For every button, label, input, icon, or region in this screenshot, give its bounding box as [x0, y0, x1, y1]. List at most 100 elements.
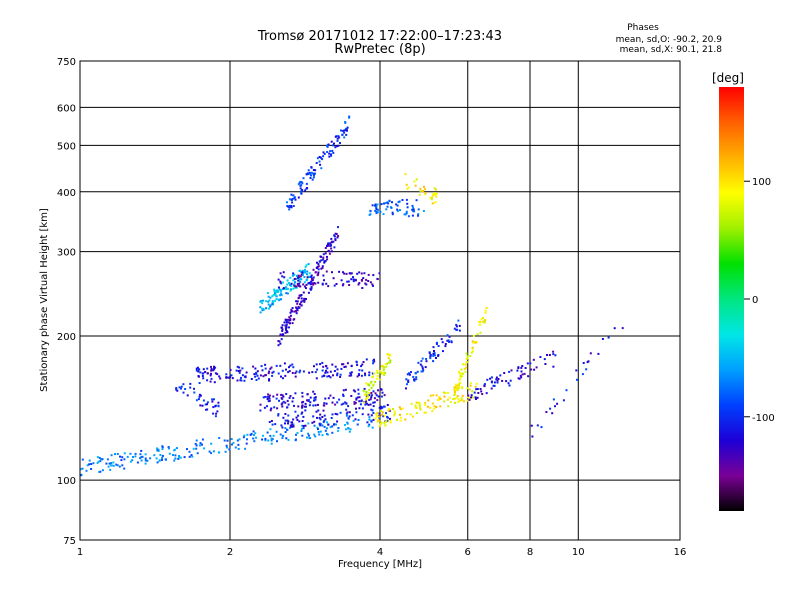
data-point [326, 255, 328, 258]
data-point [344, 388, 347, 391]
data-point [296, 282, 299, 285]
data-point [307, 422, 310, 425]
data-point [485, 307, 488, 309]
data-point [217, 405, 220, 408]
x-tick-label: 10 [572, 547, 585, 558]
data-point [367, 395, 370, 398]
data-point [300, 273, 303, 276]
grid-lines [80, 61, 680, 540]
data-point [289, 322, 291, 325]
data-point [369, 403, 372, 406]
data-point [373, 372, 376, 375]
data-point [471, 340, 474, 343]
data-point [321, 369, 324, 372]
data-point [319, 418, 322, 421]
data-point [380, 410, 382, 413]
data-point [427, 399, 430, 402]
data-point [289, 426, 291, 429]
data-point [414, 404, 417, 407]
data-point [278, 298, 281, 301]
data-point [495, 376, 498, 379]
data-point [317, 265, 320, 268]
data-point [182, 391, 185, 394]
data-point [308, 434, 310, 437]
data-point [265, 307, 268, 310]
data-point [198, 368, 201, 371]
data-point [116, 453, 119, 455]
data-point [475, 398, 477, 400]
data-point [295, 310, 297, 313]
data-point [376, 399, 379, 402]
data-point [372, 401, 375, 404]
data-point [272, 395, 275, 398]
data-point [388, 199, 391, 202]
data-point [323, 419, 326, 422]
data-point [404, 418, 407, 421]
data-point [347, 280, 350, 283]
x-tick-labels: 1 2 4 6 8 10 16 [77, 547, 687, 558]
data-point [226, 446, 229, 449]
data-point [174, 454, 177, 457]
data-point [290, 284, 293, 287]
data-point [311, 277, 313, 280]
data-point [365, 393, 368, 396]
data-point [325, 369, 327, 372]
data-point [407, 379, 410, 382]
data-point [278, 340, 281, 343]
data-point [464, 363, 467, 366]
data-point [301, 434, 304, 437]
data-point [349, 428, 352, 431]
data-point [321, 158, 324, 161]
data-point [319, 363, 322, 366]
data-point [340, 367, 343, 370]
data-point [350, 365, 353, 368]
data-point [396, 204, 399, 207]
data-point [291, 372, 294, 374]
data-point [298, 282, 301, 285]
data-point [262, 299, 264, 302]
data-point [282, 333, 285, 336]
data-point [448, 396, 451, 399]
data-point [466, 399, 469, 402]
data-point [275, 298, 278, 300]
data-point [345, 408, 348, 411]
data-point [334, 146, 337, 149]
data-point [296, 309, 299, 312]
data-point [424, 192, 427, 195]
data-point [363, 387, 366, 390]
data-point [338, 270, 341, 273]
data-point [272, 301, 275, 304]
data-point [299, 275, 302, 278]
data-point [358, 374, 360, 377]
data-point [326, 145, 329, 148]
data-point [118, 465, 121, 468]
data-point [348, 374, 351, 377]
data-point [257, 377, 260, 380]
data-point [81, 467, 84, 470]
data-point [389, 417, 391, 420]
data-point [378, 412, 381, 415]
data-point [496, 381, 499, 384]
data-point [455, 325, 458, 328]
data-point [182, 383, 185, 386]
data-point [412, 375, 415, 378]
data-point [342, 389, 345, 392]
data-point [303, 405, 306, 408]
data-point [288, 319, 291, 322]
data-point [256, 374, 259, 377]
data-point [284, 413, 287, 415]
data-point [323, 414, 326, 417]
data-point [370, 392, 373, 394]
data-point [374, 380, 377, 383]
data-point [291, 307, 294, 309]
data-point [433, 192, 436, 194]
data-point [472, 334, 475, 337]
data-point [360, 272, 363, 275]
data-point [461, 398, 464, 401]
data-point [337, 429, 340, 432]
data-point [156, 449, 159, 452]
data-point [358, 271, 361, 274]
data-point [134, 452, 137, 455]
data-point [268, 394, 271, 397]
data-point [289, 311, 292, 314]
